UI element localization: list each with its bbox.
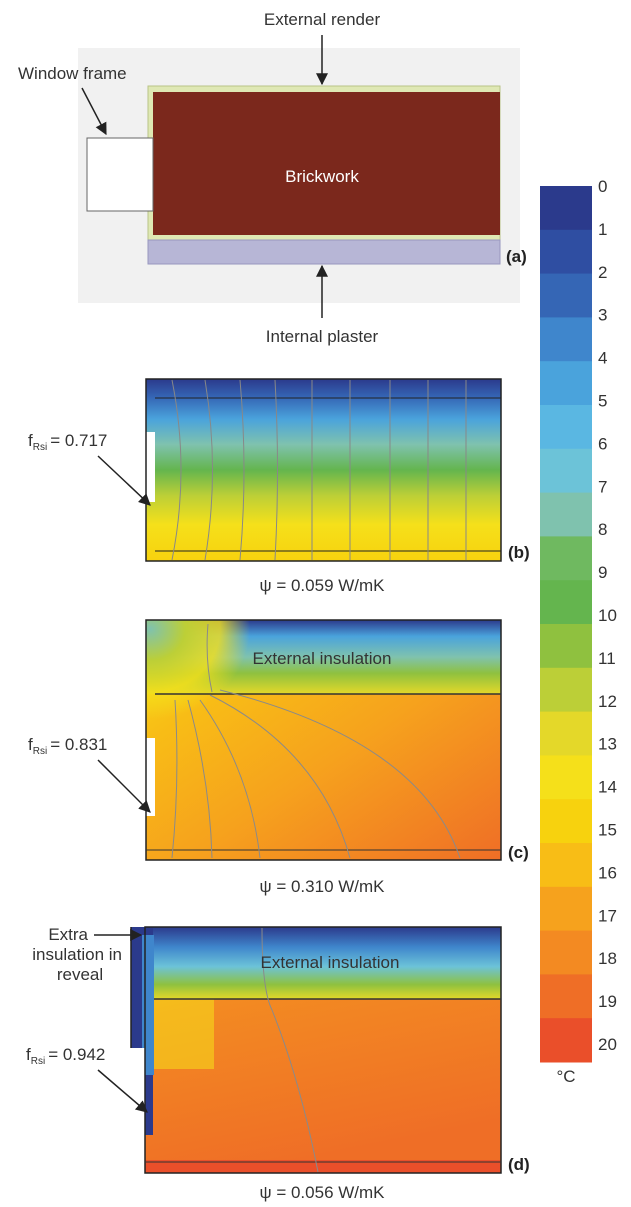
panel-d-reveal-label-3: reveal <box>57 965 103 984</box>
panel-b: fRsi = 0.717 (b) ψ = 0.059 W/mK <box>28 378 530 595</box>
colorbar-band-6 <box>540 448 592 494</box>
panel-c-frsi: fRsi = 0.831 <box>28 735 107 757</box>
panel-b-window-reveal <box>146 432 155 502</box>
panel-c-insulation-label: External insulation <box>253 649 392 668</box>
colorbar-tick-15: 15 <box>598 821 617 840</box>
colorbar-tick-11: 11 <box>598 649 616 668</box>
panel-c-label: (c) <box>508 843 529 862</box>
panel-b-temperature-field <box>146 379 501 561</box>
colorbar-band-3 <box>540 317 592 362</box>
panel-b-frame <box>145 378 502 562</box>
colorbar-tick-4: 4 <box>598 349 607 368</box>
colorbar-tick-0: 0 <box>598 177 607 196</box>
panel-a-label: (a) <box>506 247 527 266</box>
colorbar-tick-10: 10 <box>598 606 617 625</box>
panel-d-window-void <box>131 1048 145 1207</box>
colorbar-band-5 <box>540 405 592 450</box>
colorbar-tick-12: 12 <box>598 692 617 711</box>
colorbar-tick-20: 20 <box>598 1035 617 1054</box>
colorbar-tick-9: 9 <box>598 563 607 582</box>
panel-b-psi: ψ = 0.059 W/mK <box>259 576 385 595</box>
panel-d: External insulation Extra insulation in … <box>26 925 530 1207</box>
brickwork-label: Brickwork <box>285 167 359 186</box>
brickwork-block <box>153 92 500 235</box>
panel-c-corner-field <box>146 620 346 800</box>
colorbar-unit: °C <box>556 1067 575 1086</box>
panel-b-flux-lines <box>171 379 467 561</box>
colorbar-tick-16: 16 <box>598 863 617 882</box>
window-frame-label: Window frame <box>18 64 127 83</box>
colorbar-band-2 <box>540 273 592 318</box>
panel-d-frsi-arrow <box>97 1069 148 1113</box>
colorbar-tick-8: 8 <box>598 520 607 539</box>
panel-d-corner-field <box>154 999 214 1069</box>
colorbar-band-10 <box>540 624 592 669</box>
colorbar-band-19 <box>540 1018 592 1063</box>
window-frame-arrow <box>81 87 107 136</box>
colorbar-tick-1: 1 <box>598 220 607 239</box>
colorbar-band-14 <box>540 799 592 844</box>
panel-d-insulation-label: External insulation <box>261 953 400 972</box>
colorbar-band-4 <box>540 361 592 406</box>
panel-c: External insulation fRsi = 0.831 (c) ψ = … <box>28 619 529 896</box>
colorbar-band-12 <box>540 711 592 756</box>
panel-d-plaster-field <box>145 1160 501 1173</box>
panel-b-label: (b) <box>508 543 530 562</box>
panel-d-frame <box>144 926 502 1174</box>
panel-a: Brickwork External render Window frame I… <box>18 10 527 346</box>
panel-d-frsi: fRsi = 0.942 <box>26 1045 105 1067</box>
window-frame-box <box>86 137 154 212</box>
colorbar-band-0 <box>540 186 592 231</box>
panel-c-frame <box>145 619 502 861</box>
colorbar-band-9 <box>540 580 592 625</box>
panel-c-window-reveal <box>146 738 155 816</box>
colorbar-tick-7: 7 <box>598 477 607 496</box>
panel-d-psi: ψ = 0.056 W/mK <box>259 1183 385 1202</box>
colorbar-tick-5: 5 <box>598 392 607 411</box>
panel-d-reveal-label-2: insulation in <box>32 945 122 964</box>
panel-d-label: (d) <box>508 1155 530 1174</box>
colorbar-tick-18: 18 <box>598 949 617 968</box>
colorbar-band-15 <box>540 843 592 888</box>
colorbar-tick-13: 13 <box>598 735 617 754</box>
colorbar-band-1 <box>540 229 592 275</box>
panel-d-insulation-field <box>131 927 501 999</box>
panel-c-flux-lines <box>171 623 461 859</box>
colorbar-band-7 <box>540 492 592 537</box>
colorbar-band-18 <box>540 974 592 1019</box>
panel-c-frsi-arrow <box>97 759 151 813</box>
colorbar-tick-17: 17 <box>598 906 617 925</box>
panel-b-frsi-arrow <box>97 455 151 506</box>
colorbar-tick-6: 6 <box>598 434 607 453</box>
colorbar-band-13 <box>540 755 592 800</box>
colorbar-tick-19: 19 <box>598 992 617 1011</box>
colorbar-band-11 <box>540 667 592 713</box>
panel-d-reveal-label-1: Extra <box>48 925 88 944</box>
internal-plaster-label: Internal plaster <box>266 327 379 346</box>
internal-plaster-layer <box>147 239 501 265</box>
colorbar-band-8 <box>540 536 592 581</box>
colorbar-tick-2: 2 <box>598 263 607 282</box>
panel-b-frsi: fRsi = 0.717 <box>28 431 107 453</box>
colorbar-tick-14: 14 <box>598 778 617 797</box>
colorbar-tick-3: 3 <box>598 306 607 325</box>
temperature-colorbar <box>540 186 592 1063</box>
colorbar-band-16 <box>540 886 592 932</box>
panel-c-psi: ψ = 0.310 W/mK <box>259 877 385 896</box>
external-render-label: External render <box>264 10 381 29</box>
colorbar-band-17 <box>540 930 592 975</box>
panel-d-flux-lines <box>261 927 319 1173</box>
